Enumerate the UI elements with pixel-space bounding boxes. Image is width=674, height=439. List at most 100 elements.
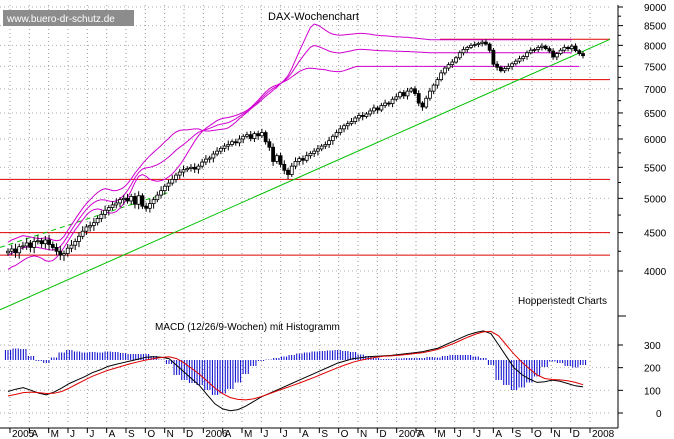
candle-body	[136, 195, 141, 205]
candle-body	[360, 115, 365, 117]
candle-body	[24, 242, 29, 247]
candle-body	[256, 133, 261, 137]
price-tick-label: 5500	[644, 163, 667, 174]
bollinger-upper	[7, 23, 572, 243]
candle-body	[65, 247, 70, 254]
candle-body	[233, 141, 238, 144]
candle-body	[99, 213, 104, 219]
candle-body	[330, 135, 335, 142]
candle-body	[259, 132, 264, 137]
candle-body	[286, 169, 290, 175]
candle-body	[506, 65, 511, 69]
candle-body	[431, 84, 436, 92]
candle-body	[278, 155, 283, 165]
candle-body	[47, 239, 51, 245]
candle-body	[121, 197, 126, 201]
candle-body	[43, 239, 48, 245]
candle-body	[237, 138, 242, 144]
candle-body	[551, 50, 556, 58]
candle-body	[525, 52, 529, 57]
candle-body	[476, 42, 481, 45]
macd-tick-label: 300	[644, 341, 661, 352]
x-tick-label: J	[89, 429, 94, 439]
macd-tick-label: 0	[656, 409, 662, 420]
candle-body	[558, 49, 563, 54]
candle-body	[465, 46, 470, 50]
main-chart-title: DAX-Wochenchart	[268, 11, 359, 23]
signal-line	[7, 330, 584, 401]
macd-tick-label: 100	[644, 386, 661, 397]
candle-body	[398, 92, 402, 98]
candle-body	[454, 57, 458, 63]
x-tick-label: D	[186, 429, 193, 439]
x-tick-label: S	[321, 429, 328, 439]
axes: 4000 4500 5000 5500 6000 6500 7000 7500 8000 8500…	[0, 3, 667, 439]
macd-panel	[4, 330, 587, 412]
candle-body	[133, 196, 137, 205]
candle-body	[185, 168, 190, 171]
price-tick-label: 4500	[644, 229, 667, 240]
price-tick-label: 8500	[644, 22, 667, 33]
candle-body	[203, 158, 208, 163]
trendline-dashed	[0, 191, 171, 248]
candle-body	[368, 110, 373, 115]
candle-body	[192, 166, 197, 170]
candle-body	[28, 242, 33, 248]
candle-body	[401, 92, 406, 97]
x-tick-label: A	[109, 429, 116, 439]
trendline-main	[157, 38, 611, 241]
candle-body	[177, 171, 182, 176]
candle-body	[349, 121, 354, 125]
candle-body	[450, 61, 455, 66]
candle-body	[510, 63, 514, 67]
candle-body	[383, 102, 388, 106]
candle-body	[73, 241, 78, 246]
candle-body	[342, 125, 346, 130]
candle-body	[252, 133, 257, 139]
candle-body	[207, 157, 212, 160]
candle-body	[543, 45, 548, 50]
candle-body	[50, 244, 55, 248]
x-tick-label: 2006	[205, 429, 228, 439]
candle-body	[125, 197, 130, 202]
candle-body	[35, 240, 40, 243]
candle-body	[528, 49, 533, 54]
candle-body	[84, 226, 89, 232]
candle-body	[181, 169, 186, 173]
candle-body	[442, 67, 447, 74]
candle-body	[274, 155, 279, 162]
watermark-text: www.buero-dr-schutz.de	[6, 14, 115, 25]
x-tick-label: N	[167, 429, 174, 439]
candle-body	[95, 218, 100, 224]
candle-body	[230, 141, 234, 145]
candle-body	[129, 196, 134, 202]
candle-body	[323, 144, 328, 147]
candle-body	[147, 203, 152, 209]
candle-body	[200, 161, 205, 167]
candle-body	[472, 44, 477, 46]
candle-body	[424, 97, 429, 108]
x-tick-label: A	[31, 429, 38, 439]
price-tick-label: 7000	[644, 85, 667, 96]
x-tick-label: S	[128, 429, 135, 439]
x-tick-label: O	[534, 429, 542, 439]
candle-body	[487, 43, 492, 51]
candle-body	[517, 58, 522, 62]
candle-body	[413, 88, 417, 94]
candle-body	[513, 60, 518, 65]
candle-body	[297, 158, 302, 162]
candle-body	[88, 225, 93, 228]
candle-body	[69, 244, 74, 249]
candle-body	[110, 204, 115, 209]
price-tick-label: 8000	[644, 41, 667, 52]
candle-body	[189, 166, 193, 169]
candle-body	[457, 52, 462, 59]
candle-body	[566, 46, 570, 50]
x-tick-label: A	[418, 429, 425, 439]
candle-body	[390, 98, 395, 104]
price-tick-label: 5000	[644, 194, 667, 205]
candle-body	[312, 150, 317, 154]
candle-body	[222, 145, 227, 149]
x-tick-label: J	[70, 429, 75, 439]
